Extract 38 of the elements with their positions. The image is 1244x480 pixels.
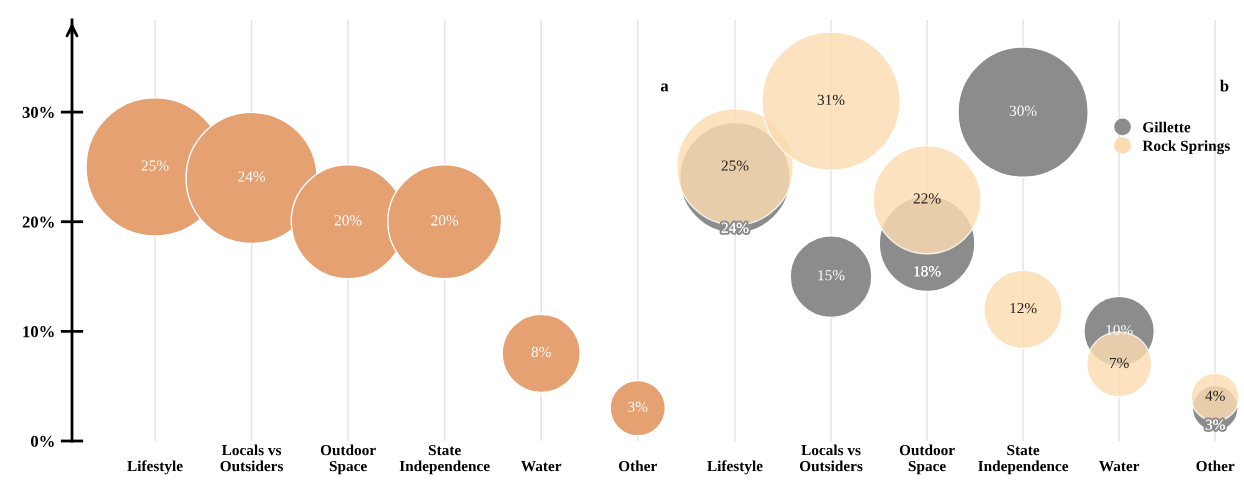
- x-tick-label: Water: [521, 461, 562, 472]
- data-label: 7%: [1109, 357, 1129, 369]
- annotation: a: [660, 83, 669, 92]
- data-label: 31%: [817, 94, 845, 105]
- legend-label: Gillette: [1143, 121, 1191, 133]
- x-tick-label: Outdoor Space: [320, 444, 376, 475]
- y-tick-label: 20%: [22, 216, 54, 228]
- data-label: 4%: [1205, 390, 1225, 402]
- data-label: 10%: [1106, 324, 1133, 336]
- data-label: 8%: [531, 346, 551, 358]
- data-label: 15%: [818, 270, 845, 281]
- data-label: 20%: [334, 215, 362, 226]
- x-tick-label: State Independence: [399, 444, 490, 475]
- data-label: 30%: [1009, 105, 1037, 116]
- data-label: 25%: [721, 160, 749, 171]
- x-tick-label: Locals vs Outsiders: [799, 444, 863, 472]
- x-tick-label: Lifestyle: [707, 460, 763, 475]
- x-tick-label: State Independence: [978, 444, 1069, 475]
- legend-label: Rock Springs: [1142, 140, 1230, 155]
- data-label: 24%: [238, 171, 266, 182]
- y-tick-label: 10%: [23, 326, 54, 338]
- x-tick-label: Other: [1196, 460, 1235, 472]
- data-label: 24%: [721, 222, 749, 233]
- data-label: 25%: [141, 160, 169, 171]
- data-label: 18%: [914, 266, 941, 277]
- x-tick-label: Locals vs Outsiders: [220, 444, 284, 472]
- y-tick-label: 30%: [22, 106, 54, 119]
- x-tick-label: Other: [618, 460, 657, 472]
- data-label: 12%: [1010, 302, 1037, 314]
- x-tick-label: Outdoor Space: [899, 444, 955, 475]
- data-label: 3%: [628, 401, 648, 412]
- data-label: 20%: [431, 215, 459, 226]
- data-label: 22%: [913, 193, 941, 204]
- y-tick-label: 0%: [30, 435, 54, 447]
- x-tick-label: Lifestyle: [127, 460, 183, 475]
- annotation: b: [1220, 79, 1229, 92]
- data-label: 3%: [1205, 419, 1225, 430]
- x-tick-label: Water: [1099, 461, 1140, 472]
